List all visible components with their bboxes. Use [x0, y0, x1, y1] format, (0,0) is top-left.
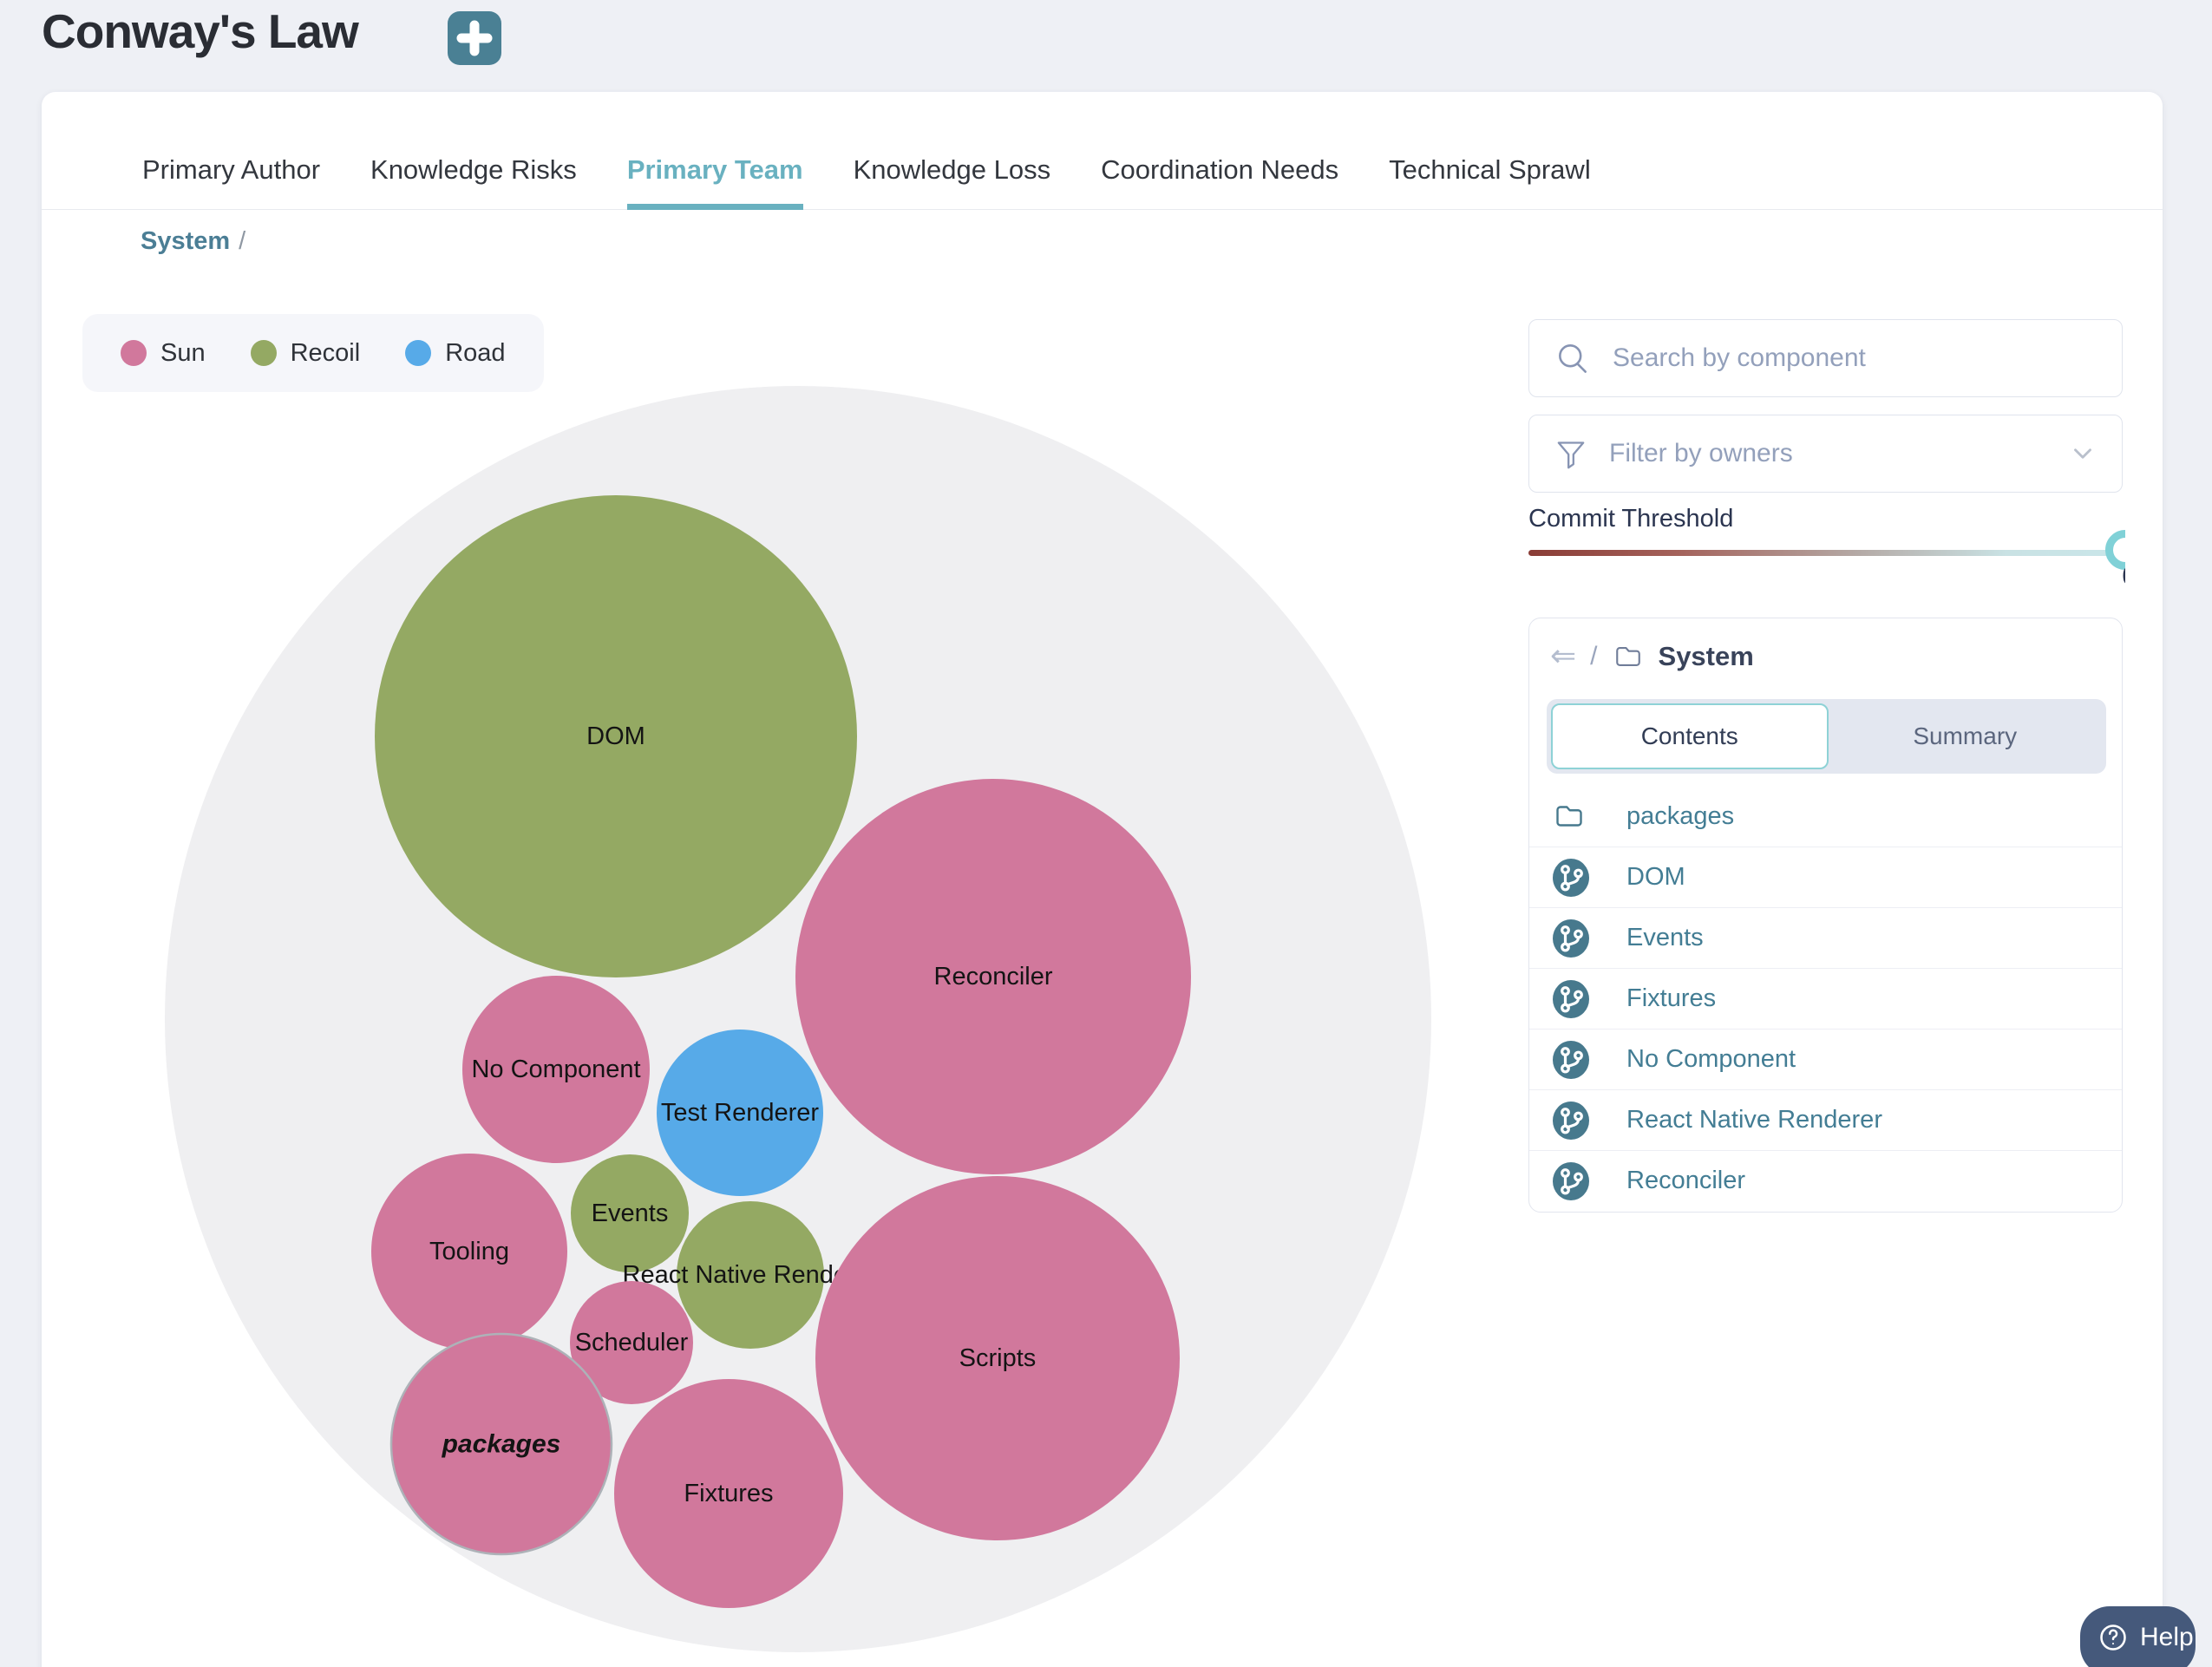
contents-row-label: Fixtures: [1626, 984, 1717, 1012]
plus-icon: [448, 11, 501, 65]
bubble-label: DOM: [586, 722, 645, 750]
panel-header: ⇐ / System: [1550, 641, 1754, 672]
contents-row-label: React Native Renderer: [1626, 1106, 1882, 1134]
contents-row-label: Events: [1626, 924, 1704, 951]
legend-dot-road: [405, 340, 432, 366]
bubble-events[interactable]: Events: [571, 1154, 689, 1272]
help-label: Help: [2140, 1623, 2194, 1651]
page-title: Conway's Law: [42, 4, 359, 58]
bubble-label: Reconciler: [934, 963, 1053, 990]
legend-item-road: Road: [405, 338, 506, 368]
component-search[interactable]: Search by component: [1528, 319, 2123, 397]
search-icon: [1559, 344, 1587, 373]
legend-item-sun: Sun: [121, 339, 206, 368]
panel-breadcrumb-separator: /: [1590, 642, 1598, 670]
contents-row-label: No Component: [1626, 1045, 1796, 1073]
slider-track[interactable]: [1528, 550, 2125, 556]
bubble-label: No Component: [471, 1056, 640, 1083]
git-branch-icon: [1552, 858, 1590, 898]
team-legend: Sun Recoil Road: [82, 314, 544, 392]
help-button[interactable]: Help: [2080, 1606, 2196, 1667]
bubble-dom[interactable]: DOM: [375, 495, 857, 977]
legend-label: Recoil: [290, 338, 361, 367]
filter-icon: [1557, 441, 1585, 469]
bubble-reconciler[interactable]: Reconciler: [795, 779, 1191, 1174]
legend-item-recoil: Recoil: [250, 338, 361, 368]
bubble-packages[interactable]: packages: [389, 1332, 613, 1556]
bubble-fixtures[interactable]: Fixtures: [614, 1379, 843, 1608]
legend-label: Sun: [160, 338, 206, 367]
contents-list: packages DOM Events Fixtures No Component Rea…: [1529, 786, 2122, 1211]
legend-dot-sun: [121, 340, 147, 366]
tab-coordination-needs[interactable]: Coordination Needs: [1101, 154, 1339, 185]
slider-handle[interactable]: [2105, 530, 2125, 570]
collapse-left-icon[interactable]: ⇐: [1550, 638, 1577, 674]
contents-row-reconciler[interactable]: Reconciler: [1529, 1150, 2122, 1211]
slider-value: 0: [2122, 562, 2125, 592]
bubble-scripts[interactable]: Scripts: [815, 1176, 1180, 1540]
bubble-label: Events: [592, 1200, 669, 1227]
tab-technical-sprawl[interactable]: Technical Sprawl: [1389, 154, 1591, 185]
breadcrumb-separator: /: [239, 227, 246, 255]
git-branch-icon: [1552, 918, 1590, 958]
contents-row-fixtures[interactable]: Fixtures: [1529, 968, 2122, 1029]
bubble-label: Scheduler: [575, 1329, 689, 1356]
breadcrumb: System /: [141, 227, 245, 256]
contents-row-label: Reconciler: [1626, 1167, 1745, 1194]
folder-icon: [1552, 796, 1590, 836]
tab-knowledge-loss[interactable]: Knowledge Loss: [853, 154, 1051, 185]
contents-row-react-native-renderer[interactable]: React Native Renderer: [1529, 1089, 2122, 1150]
owner-filter-select[interactable]: Filter by owners: [1528, 415, 2123, 493]
legend-dot-recoil: [250, 340, 277, 366]
contents-row-dom[interactable]: DOM: [1529, 847, 2122, 907]
contents-row-packages[interactable]: packages: [1529, 786, 2122, 847]
legend-label: Road: [445, 338, 506, 367]
bubble-tooling[interactable]: Tooling: [371, 1154, 567, 1350]
search-placeholder: Search by component: [1613, 343, 1866, 372]
commit-threshold-label: Commit Threshold: [1528, 505, 1734, 533]
bubble-test-renderer[interactable]: Test Renderer: [657, 1030, 823, 1196]
filter-placeholder: Filter by owners: [1609, 439, 1793, 467]
question-icon: [2100, 1625, 2126, 1651]
bubble-label: Scripts: [959, 1344, 1037, 1372]
tab-summary[interactable]: Summary: [1913, 722, 2018, 749]
bubble-no-component[interactable]: No Component: [462, 976, 650, 1163]
git-branch-icon: [1552, 1040, 1590, 1080]
panel-tab-toggle: Contents Summary: [1547, 699, 2106, 774]
contents-row-label: DOM: [1626, 863, 1685, 891]
bubble-label: Tooling: [429, 1238, 509, 1265]
tab-primary-author[interactable]: Primary Author: [142, 154, 321, 185]
contents-row-events[interactable]: Events: [1529, 907, 2122, 968]
bubble-label: Test Renderer: [661, 1099, 819, 1127]
bubble-label: Fixtures: [684, 1480, 773, 1507]
chevron-down-icon: [2074, 448, 2091, 459]
folder-icon: [1615, 647, 1640, 666]
tab-knowledge-risks[interactable]: Knowledge Risks: [370, 154, 577, 185]
git-branch-icon: [1552, 1161, 1590, 1201]
add-project-button[interactable]: [448, 11, 501, 65]
bubble-label: packages: [442, 1430, 561, 1459]
panel-title: System: [1658, 641, 1754, 671]
tab-bar: Primary Author Knowledge Risks Primary Tea…: [142, 130, 1591, 210]
contents-row-no-component[interactable]: No Component: [1529, 1029, 2122, 1089]
tab-divider: [42, 209, 2163, 210]
bubble-scheduler[interactable]: Scheduler: [570, 1281, 693, 1404]
breadcrumb-system-link[interactable]: System: [141, 227, 231, 255]
system-detail-panel: ⇐ / System Contents Summary packages DOM E…: [1528, 618, 2123, 1213]
tab-contents[interactable]: Contents: [1551, 703, 1829, 769]
git-branch-icon: [1552, 1101, 1590, 1141]
git-branch-icon: [1552, 979, 1590, 1019]
tab-primary-team[interactable]: Primary Team: [626, 130, 803, 210]
contents-row-label: packages: [1626, 801, 1735, 830]
commit-threshold-slider: 0: [1528, 519, 2125, 601]
